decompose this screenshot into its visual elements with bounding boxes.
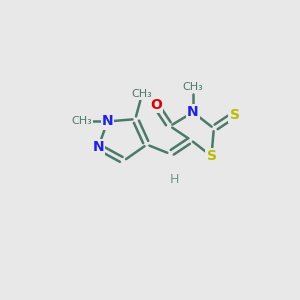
Text: O: O [150,98,162,112]
Text: CH₃: CH₃ [132,89,153,99]
Text: S: S [206,149,217,163]
Text: N: N [92,140,104,154]
Text: N: N [187,105,199,119]
Text: CH₃: CH₃ [183,82,203,92]
Text: S: S [230,107,240,122]
Text: N: N [102,115,113,128]
Text: H: H [170,173,179,186]
Text: CH₃: CH₃ [72,116,92,127]
